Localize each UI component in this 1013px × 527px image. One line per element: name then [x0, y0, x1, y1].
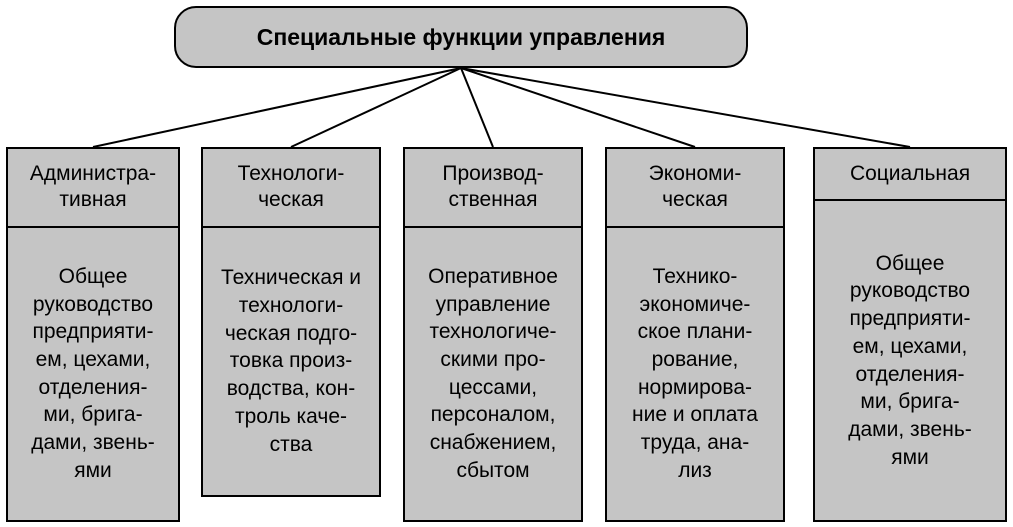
child-header-label: Социальная	[850, 161, 970, 187]
child-body-0: Общее руководство предприяти- ем, цехами…	[8, 228, 178, 521]
child-header-label: Администра- тивная	[30, 161, 156, 214]
child-body-text: Общее руководство предприяти- ем, цехами…	[821, 250, 999, 472]
child-node-2: Производ- ственная Оперативное управление…	[403, 147, 583, 522]
child-body-1: Техническая и технологи- ческая подго- т…	[203, 228, 379, 496]
child-node-0: Администра- тивная Общее руководство пред…	[6, 147, 180, 522]
connector-line	[291, 68, 461, 147]
child-body-text: Общее руководство предприяти- ем, цехами…	[14, 263, 172, 485]
child-header-0: Администра- тивная	[8, 149, 178, 228]
child-node-1: Технологи- ческая Техническая и технологи…	[201, 147, 381, 497]
child-header-3: Экономи- ческая	[607, 149, 783, 228]
child-node-3: Экономи- ческая Технико- экономиче- ское …	[605, 147, 785, 522]
child-body-2: Оперативное управление технологиче- ским…	[405, 228, 581, 521]
child-header-1: Технологи- ческая	[203, 149, 379, 228]
child-body-text: Оперативное управление технологиче- ским…	[411, 263, 575, 485]
child-header-4: Социальная	[815, 149, 1005, 201]
connector-line	[461, 68, 493, 147]
child-header-2: Производ- ственная	[405, 149, 581, 228]
child-body-4: Общее руководство предприяти- ем, цехами…	[815, 201, 1005, 520]
child-header-label: Экономи- ческая	[649, 161, 742, 214]
connector-line	[461, 68, 910, 147]
connector-line	[93, 68, 461, 147]
child-body-text: Техническая и технологи- ческая подго- т…	[209, 264, 373, 458]
connector-line	[461, 68, 695, 147]
child-header-label: Производ- ственная	[442, 161, 543, 214]
child-body-3: Технико- экономиче- ское плани- рование,…	[607, 228, 783, 521]
root-label: Специальные функции управления	[257, 24, 666, 51]
child-header-label: Технологи- ческая	[238, 161, 345, 214]
child-node-4: Социальная Общее руководство предприяти- …	[813, 147, 1007, 522]
root-node: Специальные функции управления	[174, 6, 748, 68]
child-body-text: Технико- экономиче- ское плани- рование,…	[613, 263, 777, 485]
